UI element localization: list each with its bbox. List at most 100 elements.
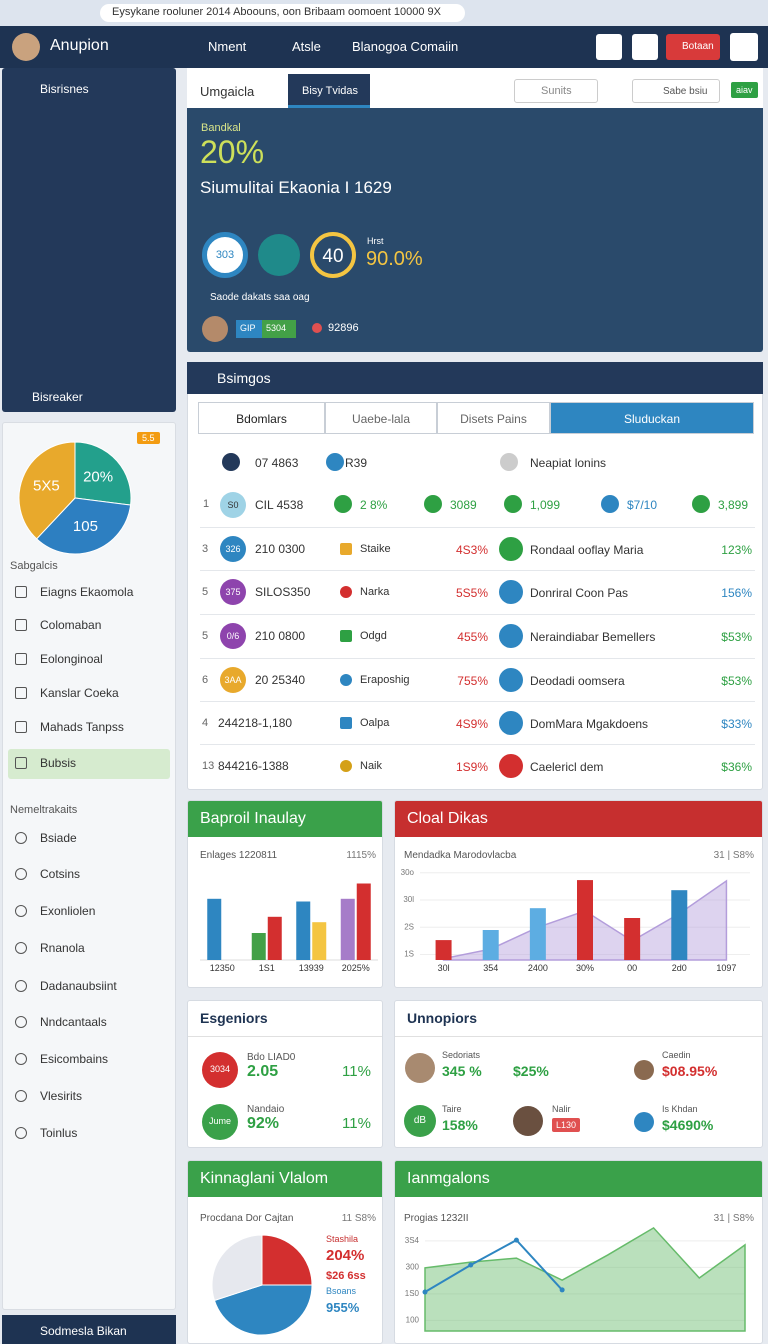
slice-label: 20%: [83, 469, 113, 486]
x-tick-label: 13939: [299, 963, 324, 973]
circle-badge: dB: [404, 1105, 436, 1137]
tab-active[interactable]: Sluduckan: [550, 402, 754, 434]
menu-item[interactable]: Bsiade: [40, 831, 77, 845]
menu-icon: [15, 905, 27, 917]
row-num: 5: [202, 586, 209, 598]
cell-icon: [340, 760, 352, 772]
font-button[interactable]: [632, 34, 658, 60]
row-badge: 3AA: [220, 667, 246, 693]
legend-text: 955%: [326, 1300, 360, 1315]
row-code: 844216-1388: [218, 759, 289, 773]
cell-icon: [340, 674, 352, 686]
cell: Neraindiabar Bemellers: [530, 630, 656, 644]
point: [513, 1237, 519, 1243]
menu-item[interactable]: Cotsins: [40, 867, 81, 881]
tab[interactable]: Umgaicla: [200, 84, 255, 99]
stat-circle: 40: [310, 232, 356, 278]
chart-note: 31 | S8%: [714, 1213, 755, 1224]
legend-text: Bsoans: [326, 1286, 357, 1296]
x-tick-label: 30%: [576, 963, 594, 973]
search[interactable]: Sunits: [514, 79, 598, 103]
legend-text: 204%: [326, 1247, 364, 1264]
cell-icon: [499, 668, 523, 692]
area: [424, 1226, 746, 1332]
menu-item[interactable]: Dadanaubsiint: [40, 979, 117, 993]
menu-item[interactable]: Nndcantaals: [40, 1015, 107, 1029]
row-num: 1: [203, 498, 210, 510]
menu-item[interactable]: Eiagns Ekaomola: [40, 585, 134, 599]
icon: [326, 453, 344, 471]
legend-text: Stashila: [326, 1234, 358, 1244]
cell: DomMara Mgakdoens: [530, 717, 649, 731]
stat-value: 345 %: [442, 1063, 482, 1079]
cell-icon: [692, 495, 710, 513]
menu-item[interactable]: Kanslar Coeka: [40, 686, 119, 700]
bar: [435, 940, 452, 960]
bar: [312, 922, 327, 960]
cell-icon: [499, 624, 523, 648]
bar: [577, 880, 593, 960]
nav-item[interactable]: Blanogoa Comaiin: [352, 39, 459, 54]
tab[interactable]: Uaebe-lala: [325, 402, 437, 434]
cell: Rondaal ooflay Maria: [530, 543, 644, 557]
cell: 3,899: [718, 498, 749, 512]
profile[interactable]: [730, 33, 758, 61]
row-line: [200, 527, 755, 528]
x-tick-label: 30l: [438, 963, 450, 973]
tab[interactable]: Disets Pains: [437, 402, 550, 434]
brand: Anupion: [50, 37, 109, 54]
col-head: Neapiat lonins: [530, 456, 607, 470]
cell: Donriral Coon Pas: [530, 586, 629, 600]
menu-item[interactable]: Esicombains: [40, 1052, 109, 1066]
avatar: [405, 1053, 435, 1083]
close-button[interactable]: [596, 34, 622, 60]
cell: 1,099: [530, 498, 561, 512]
cell: 2 8%: [360, 498, 388, 512]
menu-item[interactable]: Toinlus: [40, 1126, 78, 1140]
cell-icon: [334, 495, 352, 513]
tab-active[interactable]: Bisy Tvidas: [288, 74, 370, 108]
url-bar[interactable]: Eysykane rooluner 2014 Aboouns, oon Brib…: [100, 4, 465, 22]
x-tick-label: 12350: [210, 963, 235, 973]
panel-footer: Bisreaker: [32, 390, 83, 404]
cell: Odgd: [360, 630, 387, 642]
row-badge: 0/6: [220, 623, 246, 649]
menu-item[interactable]: Colomaban: [40, 618, 102, 632]
col-head: R39: [345, 456, 368, 470]
stat-label: Nalir: [552, 1104, 571, 1114]
stat-label: Bdo LIAD0: [247, 1052, 296, 1063]
chart-subtitle: Procdana Dor Cajtan: [200, 1213, 293, 1224]
menu-item[interactable]: Bubsis: [40, 756, 77, 770]
menu-item[interactable]: Rnanola: [40, 941, 85, 955]
action-button[interactable]: Botaan: [666, 34, 720, 60]
chart-subtitle: Mendadka Marodovlacba: [404, 850, 517, 861]
menu-icon: [15, 721, 27, 733]
tab[interactable]: Bdomlars: [198, 402, 325, 434]
menu-item[interactable]: Mahads Tanpss: [40, 720, 124, 734]
bar: [624, 918, 641, 960]
icon: [222, 453, 240, 471]
menu-icon: [15, 1053, 27, 1065]
sidebar-panel: [2, 68, 176, 412]
stat-value: 92%: [247, 1115, 280, 1132]
nav-item[interactable]: Atsle: [292, 39, 321, 54]
line: [424, 1238, 563, 1293]
stat-label: Is Khdan: [662, 1104, 698, 1114]
card-title: Esgeniors: [188, 1001, 382, 1037]
stat-value: $4690%: [662, 1117, 714, 1133]
user-box[interactable]: Sabe bsiu: [632, 79, 720, 103]
nav-item[interactable]: Nment: [208, 39, 247, 54]
stat-label: Hrst: [367, 236, 384, 246]
menu-icon: [15, 1127, 27, 1139]
menu-item[interactable]: Eolonginoal: [40, 652, 103, 666]
chart-note: 31 | S8%: [714, 850, 755, 861]
menu-item[interactable]: Vlesirits: [40, 1089, 83, 1103]
bar: [207, 898, 222, 960]
sidebar-footer[interactable]: Sodmesla Bikan: [2, 1315, 176, 1344]
stat-label: Nandaio: [247, 1104, 285, 1115]
menu-item[interactable]: Exonliolen: [40, 904, 96, 918]
bar: [529, 908, 546, 960]
row-line: [200, 701, 755, 702]
menu-icon: [15, 757, 27, 769]
cell: 123%: [721, 543, 752, 557]
